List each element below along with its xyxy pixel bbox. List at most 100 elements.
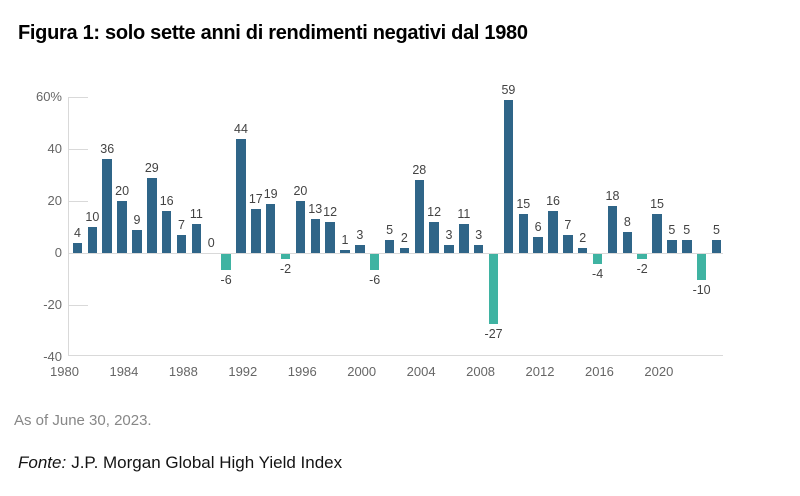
bar-value-label-2023: 5: [712, 223, 720, 237]
figure-title: Figura 1: solo sette anni di rendimenti …: [18, 22, 528, 44]
bar-value-label-1994: -2: [279, 262, 292, 277]
bar-value-label-2002: 2: [400, 230, 408, 245]
bar-value-label-1986: 16: [159, 194, 174, 209]
bar-value-label-1987: 7: [178, 217, 185, 232]
bar-value-label-1982: 36: [100, 142, 115, 157]
bar-value-label-2022: -10: [692, 283, 711, 297]
bar-1981: [87, 227, 98, 253]
bar-value-label-1984: 9: [133, 212, 141, 227]
bar-value-label-1996: 13: [308, 202, 323, 217]
bar-2022: [696, 254, 707, 280]
bar-2010: [518, 214, 529, 253]
bar-2000: [369, 254, 380, 270]
bar-2001: [384, 240, 395, 253]
y-tick-stub: [68, 305, 88, 306]
bar-value-label-2000: -6: [369, 272, 381, 287]
bar-value-label-1997: 12: [323, 204, 338, 219]
bar-2008: [488, 254, 499, 325]
bar-value-label-2012: 16: [546, 194, 560, 209]
bar-1980: [72, 242, 83, 253]
bar-2015: [592, 254, 603, 265]
x-tick-label: 1996: [287, 364, 317, 379]
bar-2011: [533, 237, 543, 253]
source-text: J.P. Morgan Global High Yield Index: [71, 453, 343, 472]
bar-1996: [310, 219, 320, 253]
bar-2012: [548, 211, 558, 253]
bar-value-label-2008: -27: [484, 327, 503, 342]
x-tick-label: 1980: [50, 364, 79, 379]
x-tick-label: 2004: [406, 364, 436, 379]
x-tick-label: 2020: [644, 364, 674, 379]
bar-2003: [414, 180, 425, 253]
zero-line: [68, 253, 723, 254]
bar-value-label-1993: 19: [263, 186, 278, 201]
bar-1986: [161, 211, 172, 253]
bar-1997: [325, 221, 335, 253]
y-tick-stub: [68, 149, 88, 150]
source-label: Fonte:: [18, 453, 67, 472]
bar-1983: [117, 201, 127, 253]
bar-2019: [652, 214, 662, 253]
bar-value-label-2006: 11: [457, 207, 471, 222]
bar-1995: [295, 201, 306, 253]
bar-2018: [637, 254, 647, 260]
y-tick-label: 20: [47, 193, 62, 208]
bar-2017: [622, 232, 633, 253]
bar-value-label-2016: 18: [605, 189, 620, 204]
bar-1985: [147, 177, 157, 253]
bar-value-label-2010: 15: [516, 197, 531, 211]
bar-value-label-1999: 3: [356, 228, 364, 243]
bar-value-label-2003: 28: [412, 163, 427, 178]
bar-1992: [251, 208, 261, 253]
bar-value-label-2019: 15: [650, 197, 664, 211]
bar-value-label-2013: 7: [564, 217, 572, 232]
y-axis-line: [68, 97, 69, 355]
x-tick-label: 1992: [228, 364, 258, 379]
bar-2023: [711, 240, 722, 253]
bar-value-label-2007: 3: [475, 228, 483, 243]
bar-1990: [221, 254, 231, 270]
x-tick-label: 2008: [466, 364, 496, 379]
bar-value-label-2015: -4: [592, 267, 604, 282]
bar-1982: [102, 159, 112, 253]
bar-1998: [340, 250, 350, 253]
bar-value-label-1985: 29: [144, 160, 159, 175]
bar-value-label-2004: 12: [427, 204, 442, 219]
bar-1988: [191, 224, 202, 253]
bar-2002: [399, 247, 410, 253]
bar-value-label-2018: -2: [636, 262, 648, 277]
bar-2014: [577, 247, 588, 253]
bar-2016: [607, 206, 618, 253]
bar-2013: [563, 234, 573, 253]
as-of-note: As of June 30, 2023.: [14, 412, 152, 429]
y-tick-label: 40: [47, 141, 62, 156]
bar-1987: [176, 234, 187, 253]
x-tick-label: 1988: [168, 364, 198, 379]
y-tick-label: -40: [43, 349, 62, 364]
bar-1984: [132, 229, 142, 253]
bar-value-label-2017: 8: [623, 215, 631, 230]
bar-value-label-1981: 10: [85, 210, 100, 224]
bar-value-label-2005: 3: [445, 228, 453, 243]
x-tick-label: 1984: [109, 364, 139, 379]
x-tick-label: 2000: [347, 364, 377, 379]
bar-value-label-2001: 5: [386, 223, 394, 237]
x-tick-label: 2012: [525, 364, 555, 379]
bar-2005: [444, 245, 454, 253]
bar-value-label-1980: 4: [74, 225, 81, 240]
bar-value-label-1990: -6: [220, 272, 232, 287]
bar-value-label-2011: 6: [534, 220, 542, 235]
bar-value-label-1995: 20: [293, 184, 308, 198]
bar-value-label-1992: 17: [248, 191, 263, 206]
y-tick-stub: [68, 201, 88, 202]
bar-value-label-2020: 5: [668, 223, 676, 237]
bar-value-label-2021: 5: [683, 223, 691, 237]
bar-2021: [682, 240, 692, 253]
bar-value-label-1989: 0: [207, 236, 215, 250]
bar-2007: [473, 245, 484, 253]
y-tick-label: 0: [54, 245, 62, 260]
source-note: Fonte: J.P. Morgan Global High Yield Inde…: [18, 453, 342, 473]
bar-2004: [429, 221, 439, 253]
y-tick-stub: [68, 97, 88, 98]
